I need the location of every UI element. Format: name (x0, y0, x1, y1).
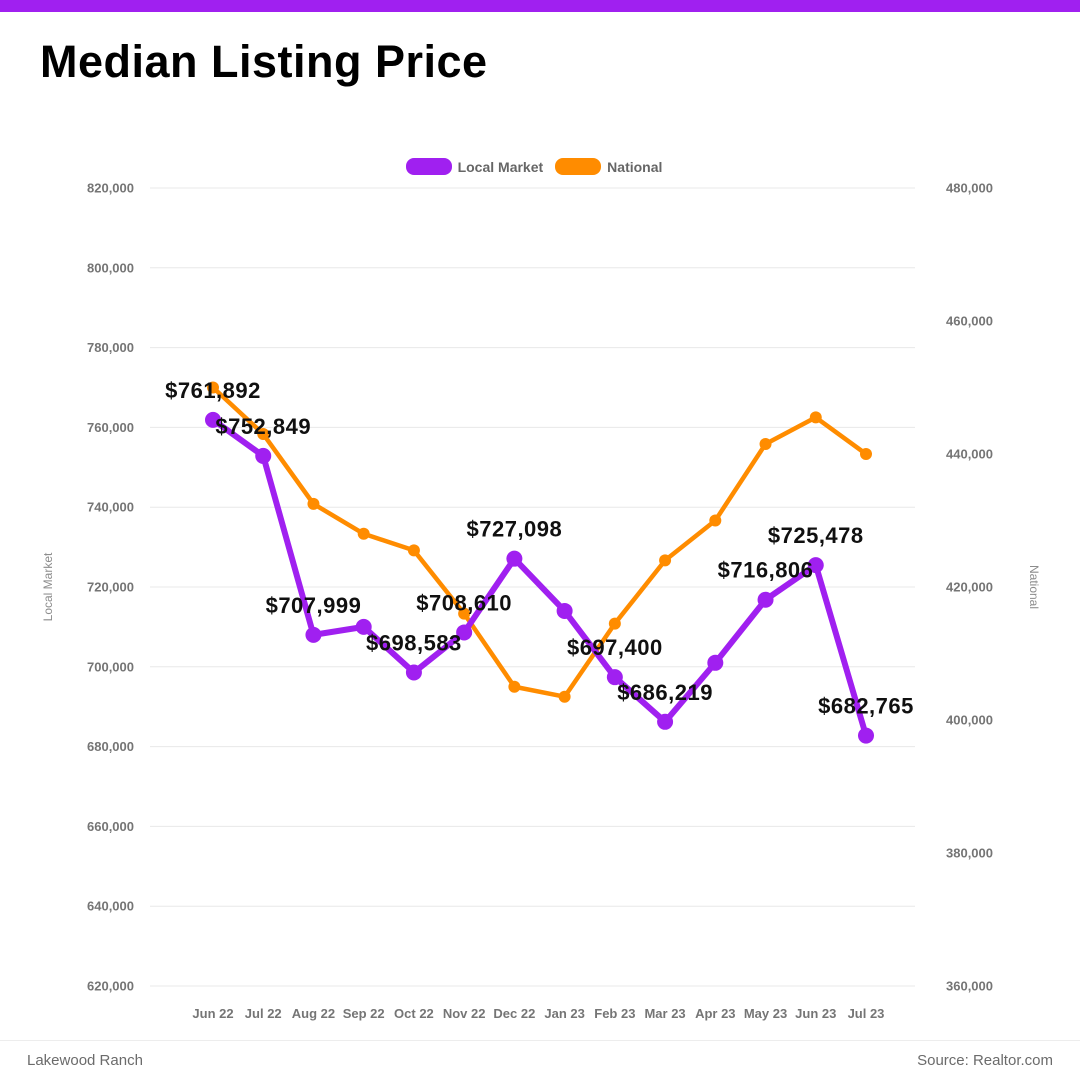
svg-text:Aug 22: Aug 22 (292, 1006, 335, 1021)
svg-text:$725,478: $725,478 (768, 523, 864, 548)
legend-label-national: National (607, 158, 663, 175)
svg-text:May 23: May 23 (744, 1006, 787, 1021)
svg-text:Dec 22: Dec 22 (493, 1006, 535, 1021)
svg-text:$682,765: $682,765 (818, 694, 914, 719)
svg-text:780,000: 780,000 (87, 340, 134, 355)
footer: Lakewood Ranch Source: Realtor.com (0, 1040, 1080, 1080)
svg-text:420,000: 420,000 (946, 580, 993, 595)
svg-text:480,000: 480,000 (946, 181, 993, 196)
svg-text:800,000: 800,000 (87, 260, 134, 275)
svg-text:Jan 23: Jan 23 (544, 1006, 584, 1021)
page-title: Median Listing Price (40, 36, 488, 87)
svg-text:620,000: 620,000 (87, 979, 134, 994)
svg-text:Feb 23: Feb 23 (594, 1006, 635, 1021)
svg-text:Jul 23: Jul 23 (848, 1006, 885, 1021)
svg-text:$752,849: $752,849 (215, 414, 311, 439)
svg-text:Nov 22: Nov 22 (443, 1006, 486, 1021)
svg-text:360,000: 360,000 (946, 979, 993, 994)
top-accent-bar (0, 0, 1080, 12)
svg-text:760,000: 760,000 (87, 420, 134, 435)
svg-text:$707,999: $707,999 (266, 593, 362, 618)
svg-text:400,000: 400,000 (946, 713, 993, 728)
svg-text:Jun 22: Jun 22 (192, 1006, 233, 1021)
svg-text:Jun 23: Jun 23 (795, 1006, 836, 1021)
svg-text:640,000: 640,000 (87, 899, 134, 914)
svg-text:Apr 23: Apr 23 (695, 1006, 735, 1021)
svg-text:Jul 22: Jul 22 (245, 1006, 282, 1021)
svg-text:460,000: 460,000 (946, 314, 993, 329)
svg-text:$697,400: $697,400 (567, 635, 663, 660)
svg-text:$686,219: $686,219 (617, 680, 713, 705)
svg-text:$761,892: $761,892 (165, 378, 261, 403)
svg-text:680,000: 680,000 (87, 739, 134, 754)
svg-text:Mar 23: Mar 23 (644, 1006, 685, 1021)
svg-text:660,000: 660,000 (87, 819, 134, 834)
legend-swatch-national (555, 158, 602, 175)
svg-text:820,000: 820,000 (87, 181, 134, 196)
svg-text:720,000: 720,000 (87, 580, 134, 595)
footer-source: Source: Realtor.com (917, 1052, 1053, 1069)
svg-text:Oct 22: Oct 22 (394, 1006, 434, 1021)
chart-legend: Local Market National (0, 158, 1080, 175)
svg-text:440,000: 440,000 (946, 447, 993, 462)
svg-text:Sep 22: Sep 22 (343, 1006, 385, 1021)
svg-text:Local Market: Local Market (41, 552, 55, 621)
legend-label-local-market: Local Market (457, 158, 544, 175)
footer-location: Lakewood Ranch (27, 1052, 143, 1069)
svg-text:740,000: 740,000 (87, 500, 134, 515)
legend-swatch-local-market (405, 158, 452, 175)
svg-text:$727,098: $727,098 (467, 517, 563, 542)
svg-text:380,000: 380,000 (946, 846, 993, 861)
svg-text:National: National (1027, 565, 1041, 609)
svg-text:700,000: 700,000 (87, 659, 134, 674)
svg-text:$708,610: $708,610 (416, 590, 512, 615)
svg-text:$716,806: $716,806 (718, 558, 814, 583)
svg-text:$698,583: $698,583 (366, 630, 462, 655)
